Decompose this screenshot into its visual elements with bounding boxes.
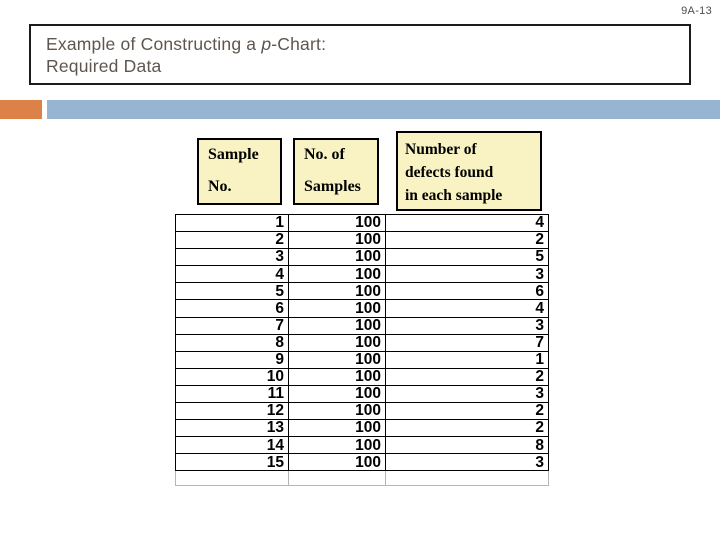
header-sample-line-2: No. [208,178,232,195]
table-cell: 6 [175,299,289,318]
table-cell: 5 [175,282,289,301]
table-cell: 1 [385,350,549,369]
table-cell: 2 [175,231,289,250]
table-row: 10 100 2 [175,367,549,386]
table-cell: 100 [288,265,386,284]
table-row: 12 100 2 [175,402,549,421]
table-row: 7 100 3 [175,316,549,335]
table-cell: 2 [385,231,549,250]
header-box-sample-no: Sample No. [197,138,282,205]
table-cell: 100 [288,248,386,267]
table-cell: 1 [175,213,289,233]
title-italic-p: p [261,33,272,54]
accent-bar-blue [47,100,720,119]
title-suffix: -Chart: [271,33,327,54]
table-row: 11 100 3 [175,384,549,404]
title-prefix: Example of Constructing a [46,33,262,54]
table-cell: 7 [385,333,549,352]
empty-cell [288,470,386,487]
table-cell: 3 [385,265,549,284]
header-defects-line-2: defects found [405,164,494,181]
table-cell: 11 [175,384,289,404]
table-row: 3 100 5 [175,248,549,267]
table-row: 5 100 6 [175,282,549,301]
data-table: 1 100 4 2 100 2 3 100 5 4 100 3 5 100 6 6 100 4 7 100 3 8 100 7… [175,213,549,487]
table-cell: 3 [175,248,289,267]
table-row: 9 100 1 [175,350,549,369]
header-defects-line-3: in each sample [405,187,503,204]
data-table-container: 1 100 4 2 100 2 3 100 5 4 100 3 5 100 6 6 100 4 7 100 3 8 100 7… [175,213,549,487]
table-cell: 3 [385,453,549,472]
table-cell: 100 [288,384,386,404]
table-cell: 9 [175,350,289,369]
table-cell: 100 [288,367,386,386]
empty-cell [175,470,289,487]
page-title-line-2: Required Data [46,55,162,76]
table-cell: 2 [385,419,549,438]
table-cell: 100 [288,333,386,352]
table-cell: 8 [175,333,289,352]
table-cell: 5 [385,248,549,267]
table-cell: 14 [175,436,289,455]
table-row: 6 100 4 [175,299,549,318]
table-cell: 2 [385,402,549,421]
table-cell: 4 [385,213,549,233]
table-row: 15 100 3 [175,453,549,472]
data-table-body: 1 100 4 2 100 2 3 100 5 4 100 3 5 100 6 6 100 4 7 100 3 8 100 7… [175,213,549,472]
table-cell: 100 [288,213,386,233]
table-cell: 4 [175,265,289,284]
table-row: 2 100 2 [175,231,549,250]
table-cell: 100 [288,316,386,335]
table-cell: 3 [385,316,549,335]
table-cell: 100 [288,299,386,318]
table-cell: 100 [288,436,386,455]
table-row: 4 100 3 [175,265,549,284]
header-sample-line-1: Sample [208,146,259,163]
header-samples-line-2: Samples [304,178,361,195]
header-box-no-of-samples: No. of Samples [293,138,379,205]
table-cell: 100 [288,231,386,250]
title-box: Example of Constructing a p-Chart: Requi… [29,24,691,85]
table-cell: 100 [288,419,386,438]
table-cell: 13 [175,419,289,438]
table-cell: 2 [385,367,549,386]
table-row: 13 100 2 [175,419,549,438]
table-row: 14 100 8 [175,436,549,455]
table-cell: 8 [385,436,549,455]
header-box-defects: Number of defects found in each sample [396,131,542,211]
header-defects-line-1: Number of [405,141,477,158]
table-cell: 12 [175,402,289,421]
table-cell: 15 [175,453,289,472]
empty-cell [385,470,549,487]
header-samples-line-1: No. of [304,146,345,163]
accent-bar-orange [0,100,42,119]
table-cell: 4 [385,299,549,318]
table-cell: 100 [288,350,386,369]
table-row: 8 100 7 [175,333,549,352]
table-empty-row [175,470,549,487]
table-cell: 7 [175,316,289,335]
table-row: 1 100 4 [175,213,549,233]
table-cell: 6 [385,282,549,301]
table-cell: 100 [288,402,386,421]
page-title-line-1: Example of Constructing a p-Chart: [46,33,689,55]
table-cell: 10 [175,367,289,386]
slide-number: 9A-13 [681,5,712,17]
table-cell: 100 [288,282,386,301]
table-cell: 3 [385,384,549,404]
table-cell: 100 [288,453,386,472]
